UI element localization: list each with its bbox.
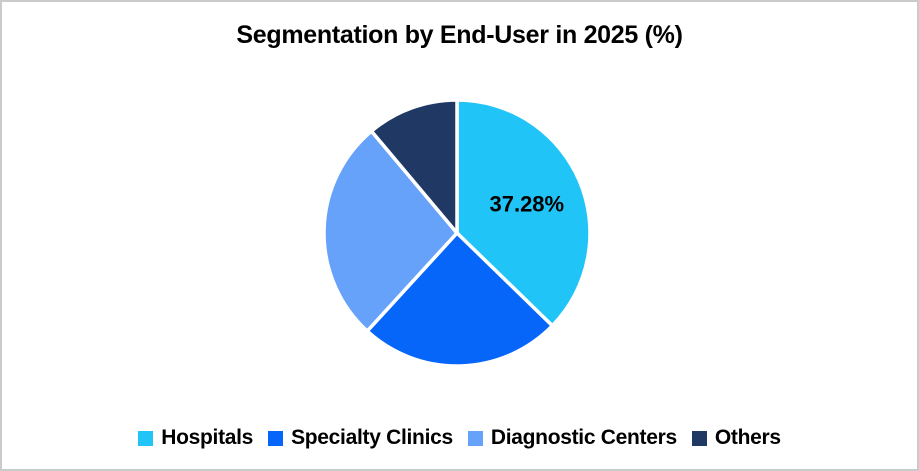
legend-item-specialty-clinics: Specialty Clinics	[268, 426, 453, 450]
legend-swatch-icon	[268, 430, 284, 446]
pie-data-label: 37.28%	[489, 192, 564, 217]
pie-slice-others	[369, 98, 459, 235]
pie-slice-hospitals	[455, 98, 592, 328]
legend-swatch-icon	[467, 430, 483, 446]
legend-label: Hospitals	[161, 426, 254, 449]
legend-swatch-icon	[138, 430, 154, 446]
legend-item-hospitals: Hospitals	[138, 426, 253, 450]
legend-swatch-icon	[691, 430, 707, 446]
legend-label: Diagnostic Centers	[490, 426, 677, 449]
legend-item-diagnostic-centers: Diagnostic Centers	[467, 426, 677, 450]
legend-label: Others	[714, 426, 781, 449]
legend-label: Specialty Clinics	[291, 426, 453, 449]
legend: Hospitals Specialty Clinics Diagnostic Cen…	[2, 422, 917, 454]
legend-item-others: Others	[691, 426, 781, 450]
pie-slice-diagnostic-centers	[322, 129, 459, 333]
pie-slice-specialty-clinics	[365, 231, 555, 368]
chart-title: Segmentation by End-User in 2025 (%)	[236, 21, 683, 49]
pie-chart: 37.28%	[322, 98, 592, 368]
